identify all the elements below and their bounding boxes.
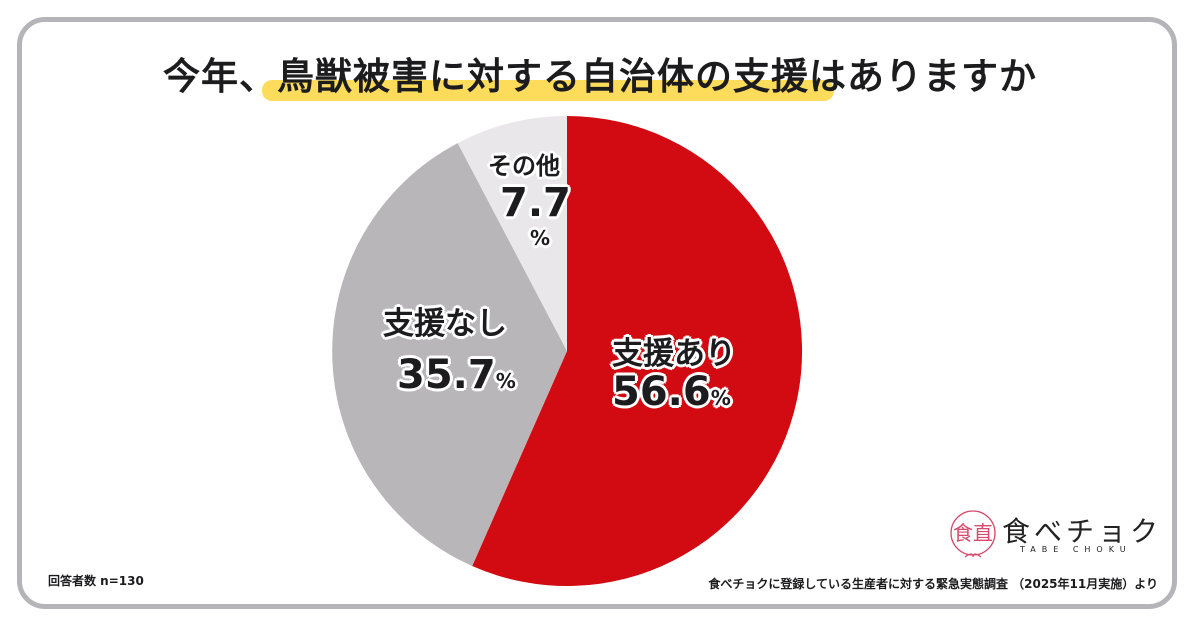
label-other-value: 7.7 — [500, 180, 571, 226]
source-note: 食べチョクに登録している生産者に対する緊急実態調査 （2025年11月実施）より — [708, 577, 1158, 591]
support-no-value: 35.7 — [397, 352, 496, 398]
label-support-no-value: 35.7% — [397, 352, 516, 398]
support-yes-unit: % — [710, 386, 731, 410]
title-prefix: 今年、 — [163, 55, 277, 98]
chart-title: 今年、鳥獣被害に対する自治体の支援はありますか — [0, 46, 1200, 100]
logo-subtext: TABE CHOKU — [1020, 545, 1132, 554]
support-no-unit: % — [495, 369, 516, 393]
label-support-no-name: 支援なし — [383, 306, 507, 342]
title-suffix: はありますか — [809, 55, 1037, 98]
sample-size: 回答者数 n=130 — [48, 574, 144, 588]
logo-wordmark: 食べチョク — [1002, 515, 1163, 548]
support-yes-value: 56.6 — [612, 369, 711, 415]
slice-support-yes — [472, 115, 803, 586]
title-highlight — [262, 80, 834, 101]
slice-other — [457, 116, 567, 351]
title-highlighted: 鳥獣被害に対する自治体の支援 — [277, 55, 809, 98]
label-other-name: その他 — [488, 152, 560, 180]
tabechoku-logo-mark-icon: 食直 — [950, 510, 996, 558]
label-support-yes-name: 支援あり — [612, 336, 736, 372]
slice-support-no — [332, 143, 567, 566]
label-other-unit: % — [530, 226, 551, 250]
svg-text:食直: 食直 — [953, 521, 993, 545]
label-support-yes-value: 56.6% — [612, 369, 731, 415]
